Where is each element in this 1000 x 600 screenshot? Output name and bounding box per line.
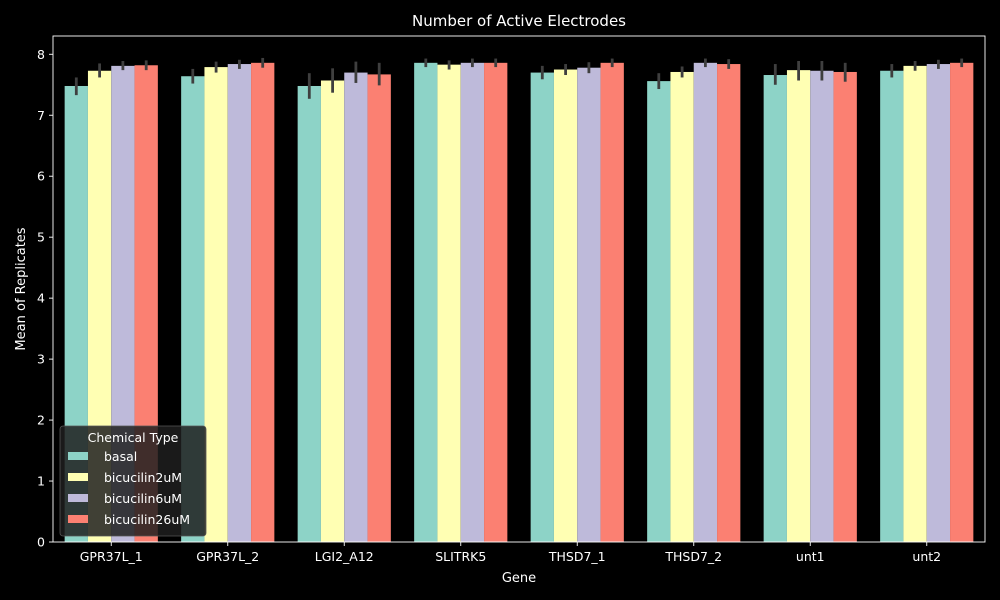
x-tick-label-unt2: unt2: [912, 549, 941, 564]
bar-bicucilin2uM-THSD7_1: [553, 69, 578, 542]
y-tick-label-5: 5: [37, 230, 45, 245]
bar-bicucilin6uM-SLITRK5: [460, 62, 485, 542]
bar-bicucilin6uM-LGI2_A12: [344, 72, 368, 543]
bar-basal-unt1: [763, 75, 787, 542]
plot-frame: [52, 35, 986, 543]
bar-bicucilin2uM-THSD7_2: [670, 71, 694, 542]
legend-swatch-basal: [68, 452, 88, 460]
bar-bicucilin6uM-unt1: [810, 70, 834, 543]
bar-bicucilin2uM-unt1: [786, 70, 811, 542]
y-tick-label-7: 7: [37, 108, 45, 123]
legend-label-basal: basal: [104, 449, 137, 464]
y-tick-label-4: 4: [37, 291, 45, 306]
legend-title: Chemical Type: [88, 430, 179, 445]
y-tick-label-6: 6: [37, 169, 45, 184]
bar-bicucilin2uM-SLITRK5: [437, 64, 461, 542]
bar-bicucilin26uM-GPR37L_2: [251, 62, 275, 542]
bar-bicucilin26uM-LGI2_A12: [367, 74, 391, 542]
bar-bicucilin26uM-unt2: [950, 62, 974, 542]
x-tick-label-GPR37L_1: GPR37L_1: [80, 549, 143, 564]
bar-basal-THSD7_2: [647, 81, 671, 542]
bar-bicucilin6uM-THSD7_2: [693, 62, 718, 542]
legend-swatch-bicucilin6uM: [68, 494, 88, 502]
x-tick-label-GPR37L_2: GPR37L_2: [196, 549, 259, 564]
bar-bicucilin26uM-unt1: [833, 71, 857, 542]
bar-bicucilin2uM-GPR37L_2: [204, 67, 228, 543]
legend-label-bicucilin2uM: bicucilin2uM: [104, 470, 182, 485]
legend-swatch-bicucilin2uM: [68, 473, 88, 481]
bar-bicucilin26uM-GPR37L_1: [134, 65, 158, 543]
bar-basal-SLITRK5: [414, 62, 438, 542]
y-tick-label-1: 1: [37, 474, 45, 489]
bar-basal-LGI2_A12: [297, 85, 321, 543]
bars-layer: [64, 57, 974, 543]
y-axis-label: Mean of Replicates: [14, 227, 29, 350]
bar-bicucilin26uM-SLITRK5: [484, 62, 508, 542]
x-tick-label-THSD7_1: THSD7_1: [548, 549, 606, 564]
x-axis-label: Gene: [502, 571, 536, 586]
bar-bicucilin2uM-GPR37L_1: [87, 70, 112, 543]
legend-box: [59, 425, 207, 537]
bar-basal-THSD7_1: [530, 72, 554, 543]
legend: Chemical Type basal bicucilin2uM bicucilin6…: [59, 425, 207, 537]
legend-label-bicucilin26uM: bicucilin26uM: [104, 512, 190, 527]
bar-bicucilin2uM-LGI2_A12: [320, 80, 345, 543]
chart-title: Number of Active Electrodes: [412, 12, 626, 30]
bar-bicucilin26uM-THSD7_1: [600, 62, 624, 542]
x-tick-label-LGI2_A12: LGI2_A12: [315, 549, 374, 564]
axes-layer: 0 1 2 3 4 5 6 7 8 GPR37L_1 GPR37L_2 LGI2_A12 SLITRK5…: [37, 35, 986, 564]
bar-basal-GPR37L_2: [181, 76, 205, 542]
bar-bicucilin6uM-THSD7_1: [577, 67, 601, 542]
y-tick-label-3: 3: [37, 352, 45, 367]
bar-bicucilin26uM-THSD7_2: [717, 64, 741, 543]
bar-bicucilin6uM-GPR37L_1: [111, 65, 135, 543]
x-tick-label-SLITRK5: SLITRK5: [435, 549, 486, 564]
legend-label-bicucilin6uM: bicucilin6uM: [104, 491, 182, 506]
bar-bicucilin6uM-unt2: [926, 64, 951, 543]
legend-swatch-bicucilin26uM: [68, 515, 88, 523]
bar-basal-unt2: [880, 70, 904, 543]
y-tick-label-2: 2: [37, 413, 45, 428]
y-tick-label-8: 8: [37, 47, 45, 62]
bar-bicucilin6uM-GPR37L_2: [227, 64, 252, 543]
bar-bicucilin2uM-unt2: [903, 65, 927, 543]
y-tick-label-0: 0: [37, 535, 45, 550]
x-tick-label-THSD7_2: THSD7_2: [664, 549, 722, 564]
x-tick-label-unt1: unt1: [796, 549, 825, 564]
